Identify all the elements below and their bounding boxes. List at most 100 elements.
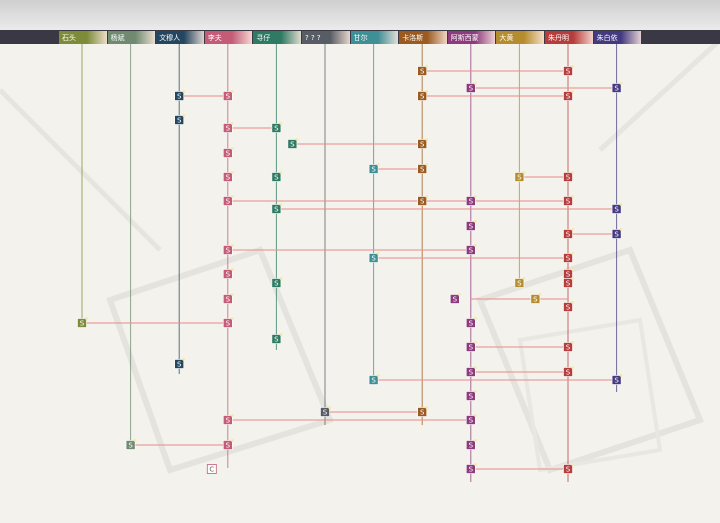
- character-tab-1[interactable]: 杨斌: [107, 31, 156, 44]
- character-portrait-icon: [621, 31, 642, 44]
- story-node-54[interactable]: S: [320, 406, 331, 417]
- story-node-label: S: [614, 85, 619, 93]
- story-node-8[interactable]: S: [174, 114, 186, 125]
- story-node-5[interactable]: S: [223, 90, 234, 101]
- story-node-32[interactable]: S: [563, 252, 574, 263]
- story-node-45[interactable]: S: [271, 333, 283, 344]
- story-node-35[interactable]: S: [271, 277, 283, 288]
- story-node-44[interactable]: S: [465, 317, 477, 328]
- story-node-27[interactable]: S: [563, 228, 574, 239]
- story-node-2[interactable]: S: [465, 82, 477, 93]
- story-node-40[interactable]: S: [530, 293, 542, 304]
- story-node-label: S: [226, 125, 231, 133]
- story-node-29[interactable]: S: [223, 244, 234, 255]
- story-node-13[interactable]: S: [223, 147, 234, 158]
- story-node-55[interactable]: S: [417, 406, 429, 417]
- story-node-38[interactable]: S: [223, 293, 234, 304]
- story-node-30[interactable]: S: [465, 244, 477, 255]
- story-node-61[interactable]: S: [465, 463, 477, 474]
- story-node-6[interactable]: S: [417, 90, 429, 101]
- character-tab-8[interactable]: 阿斯西蒙: [447, 31, 496, 44]
- story-node-43[interactable]: S: [223, 317, 234, 328]
- character-tab-2[interactable]: 文穆人: [156, 31, 204, 44]
- story-node-58[interactable]: S: [465, 439, 477, 450]
- story-node-label: S: [469, 85, 474, 93]
- story-node-48[interactable]: S: [174, 358, 186, 369]
- character-tab-11[interactable]: 朱白依: [593, 31, 642, 44]
- story-node-1[interactable]: S: [563, 65, 574, 76]
- story-node-23[interactable]: S: [563, 195, 574, 206]
- story-node-37[interactable]: S: [563, 277, 574, 288]
- story-node-label: S: [614, 377, 619, 385]
- story-node-label: S: [128, 442, 133, 450]
- story-node-50[interactable]: S: [563, 366, 574, 377]
- story-node-label: S: [226, 93, 231, 101]
- character-tab-6[interactable]: 甘尔: [350, 31, 399, 44]
- story-node-7[interactable]: S: [563, 90, 574, 101]
- story-node-10[interactable]: S: [271, 122, 283, 133]
- character-portrait-icon: [232, 31, 253, 44]
- story-node-62[interactable]: S: [563, 463, 574, 474]
- story-node-11[interactable]: S: [287, 138, 299, 149]
- story-node-33[interactable]: S: [223, 268, 234, 279]
- character-name: 卡洛斯: [402, 33, 424, 42]
- story-node-4[interactable]: S: [174, 90, 186, 101]
- story-node-46[interactable]: S: [465, 341, 477, 352]
- story-node-53[interactable]: S: [465, 390, 477, 401]
- story-node-label: S: [274, 125, 279, 133]
- story-node-14[interactable]: S: [368, 163, 380, 174]
- story-node-56[interactable]: S: [223, 414, 234, 425]
- story-node-42[interactable]: S: [77, 317, 88, 328]
- story-node-label: S: [469, 247, 474, 255]
- story-node-label: S: [226, 442, 231, 450]
- character-name: 朱丹明: [548, 33, 569, 42]
- story-node-label: S: [566, 369, 571, 377]
- story-node-18[interactable]: S: [514, 171, 526, 182]
- story-node-0[interactable]: S: [417, 65, 429, 76]
- story-node-49[interactable]: S: [465, 366, 477, 377]
- story-node-26[interactable]: S: [465, 220, 477, 231]
- story-node-3[interactable]: S: [611, 82, 623, 93]
- character-tab-10[interactable]: 朱丹明: [545, 31, 593, 44]
- story-node-24[interactable]: S: [271, 203, 283, 214]
- character-name: 阿斯西蒙: [450, 33, 479, 42]
- story-node-25[interactable]: S: [611, 203, 623, 214]
- character-tab-9[interactable]: 大黄: [496, 31, 544, 44]
- story-node-21[interactable]: S: [417, 195, 429, 206]
- story-node-label: S: [566, 93, 571, 101]
- story-node-label: S: [371, 377, 376, 385]
- character-tab-4[interactable]: 寻仔: [253, 31, 301, 44]
- character-tab-3[interactable]: 李夫: [204, 31, 253, 44]
- story-node-label: S: [533, 296, 538, 304]
- story-node-60[interactable]: S: [223, 439, 234, 450]
- character-tab-7[interactable]: 卡洛斯: [399, 31, 447, 44]
- story-node-label: S: [290, 141, 295, 149]
- story-node-59[interactable]: S: [125, 439, 137, 450]
- story-node-39[interactable]: S: [449, 293, 461, 304]
- story-node-16[interactable]: S: [223, 171, 234, 182]
- story-node-36[interactable]: S: [514, 277, 526, 288]
- story-node-51[interactable]: S: [368, 374, 380, 385]
- story-node-47[interactable]: S: [563, 341, 574, 352]
- story-node-28[interactable]: S: [611, 228, 623, 239]
- story-node-31[interactable]: S: [368, 252, 380, 263]
- end-node[interactable]: C: [206, 464, 217, 474]
- story-node-17[interactable]: S: [271, 171, 283, 182]
- character-tab-5[interactable]: ? ? ?: [302, 31, 350, 44]
- story-node-19[interactable]: S: [563, 171, 574, 182]
- story-node-label: S: [323, 409, 328, 417]
- story-node-52[interactable]: S: [611, 374, 623, 385]
- story-node-34[interactable]: S: [563, 268, 574, 279]
- story-node-57[interactable]: S: [465, 414, 477, 425]
- story-node-label: S: [566, 271, 571, 279]
- character-name: 杨斌: [110, 33, 125, 42]
- story-node-9[interactable]: S: [223, 122, 234, 133]
- story-node-41[interactable]: S: [563, 301, 574, 312]
- story-node-label: S: [469, 344, 474, 352]
- story-node-label: S: [469, 223, 474, 231]
- story-node-15[interactable]: S: [417, 163, 429, 174]
- story-node-22[interactable]: S: [465, 195, 477, 206]
- character-tab-0[interactable]: 石头: [59, 31, 107, 44]
- story-node-20[interactable]: S: [223, 195, 234, 206]
- story-node-12[interactable]: S: [417, 138, 429, 149]
